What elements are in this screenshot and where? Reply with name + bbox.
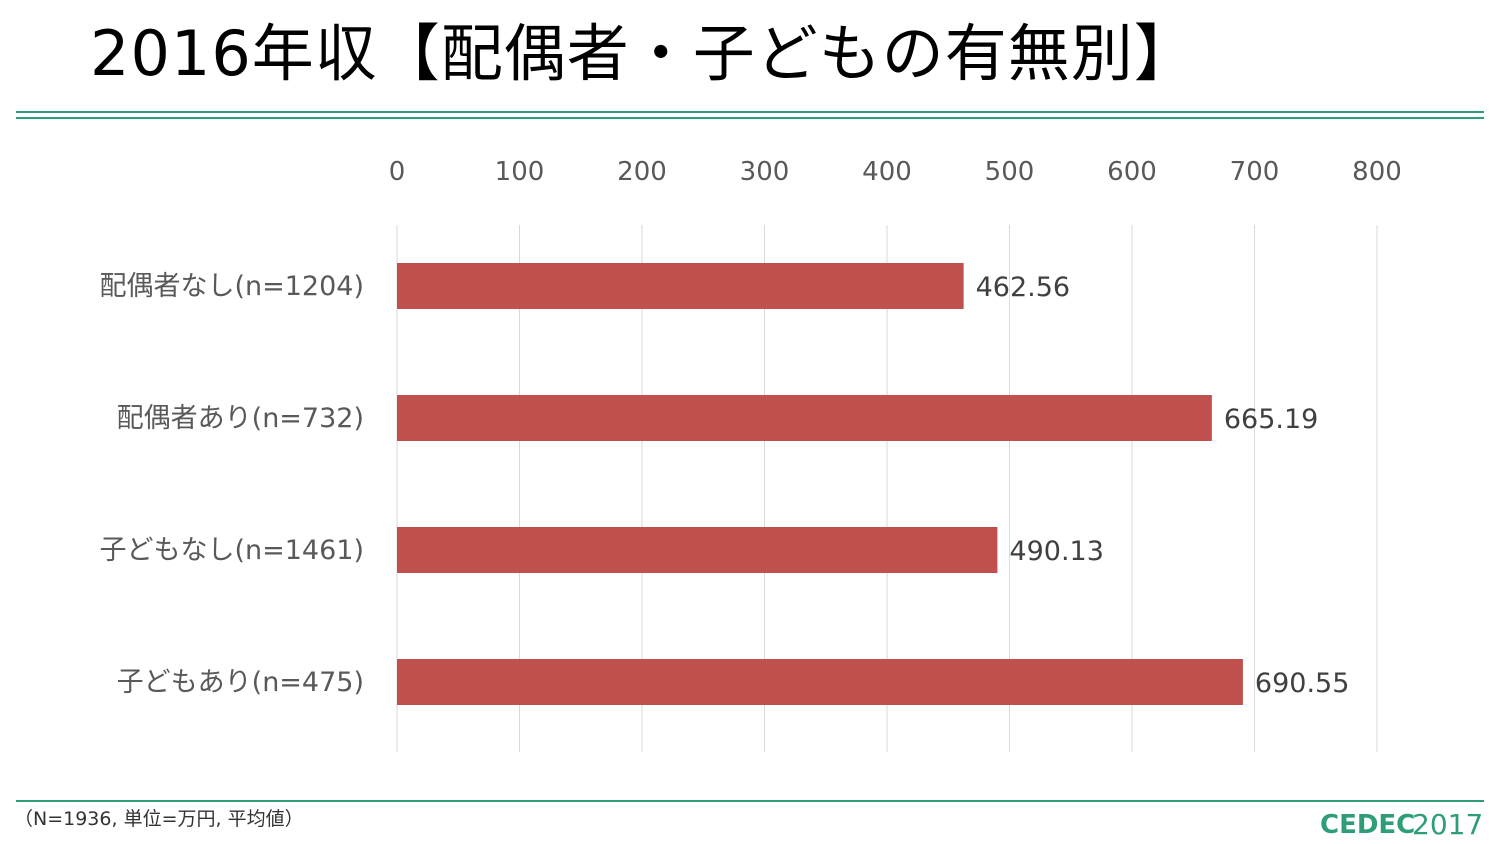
category-label: 配偶者あり(n=732) [117,403,364,434]
cedec-logo: CEDEC 2017 [1318,804,1486,842]
bar-chart: 0 100 200 300 400 500 600 700 800 配偶者なし(n=1204) 46… [99,157,1402,752]
slide-title: 2016年収【配偶者・子どもの有無別】 [90,17,1197,90]
bar [397,395,1212,441]
footer-rule [16,800,1484,802]
logo-year: 2017 [1412,808,1483,841]
title-rule-top [16,111,1484,113]
x-tick-label: 700 [1230,157,1280,187]
category-label: 子どもあり(n=475) [117,667,364,698]
footnote: （N=1936, 単位=万円, 平均値） [14,808,304,830]
data-label: 490.13 [1009,536,1103,567]
data-label: 462.56 [976,272,1070,303]
title-rule-bottom [16,117,1484,119]
x-tick-label: 400 [862,157,912,187]
data-label: 665.19 [1224,404,1318,435]
logo-brand: CEDEC [1320,810,1415,840]
x-tick-label: 0 [389,157,406,187]
bar [397,263,964,309]
bar [397,659,1243,705]
x-tick-label: 800 [1352,157,1402,187]
category-label: 子どもなし(n=1461) [99,535,364,566]
x-tick-label: 200 [617,157,667,187]
x-tick-label: 300 [740,157,790,187]
bar [397,527,998,573]
x-tick-label: 100 [495,157,545,187]
x-tick-label: 500 [985,157,1035,187]
category-label: 配偶者なし(n=1204) [99,271,364,302]
x-tick-label: 600 [1107,157,1157,187]
data-label: 690.55 [1255,668,1349,699]
